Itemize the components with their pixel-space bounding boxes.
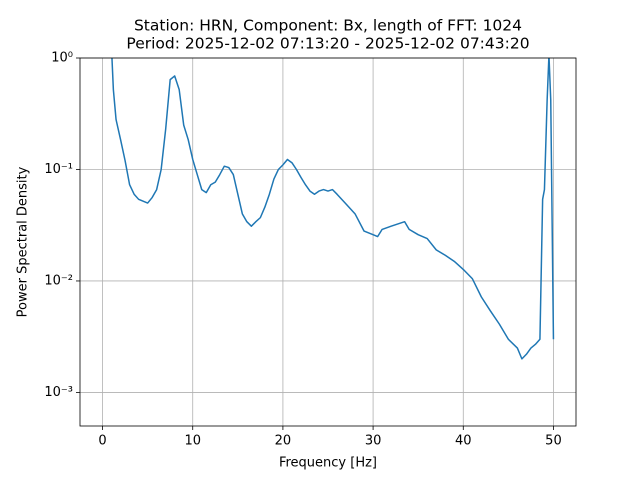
chart-subtitle: Period: 2025-12-02 07:13:20 - 2025-12-02… [126,35,529,53]
x-tick-label: 30 [365,434,382,449]
data-line [111,58,555,360]
x-tick-label: 50 [545,434,562,449]
y-tick-label: 10⁰ [51,51,73,66]
chart-title: Station: HRN, Component: Bx, length of F… [134,17,522,35]
x-tick-label: 0 [98,434,106,449]
y-tick-label: 10⁻¹ [44,162,73,177]
plot-area [111,58,555,360]
x-tick-label: 20 [275,434,292,449]
y-tick-label: 10⁻³ [44,385,73,400]
y-axis-label: Power Spectral Density [16,166,31,317]
x-axis-label: Frequency [Hz] [279,456,377,471]
x-tick-label: 10 [184,434,201,449]
x-tick-label: 40 [455,434,472,449]
y-tick-label: 10⁻² [44,273,73,288]
axes-frame [79,57,577,427]
